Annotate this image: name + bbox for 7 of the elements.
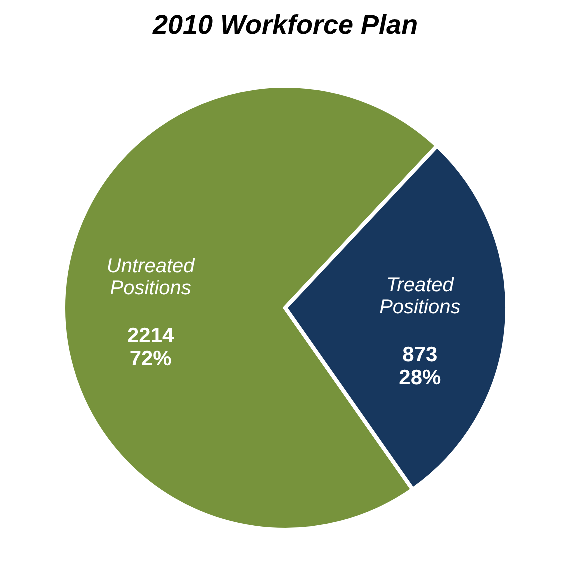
slice-label: Treated Positions: [380, 274, 461, 319]
data-label: 2214: [127, 324, 175, 348]
slice-label: Untreated Positions: [106, 255, 196, 300]
text: 28%: [399, 366, 442, 390]
chart-title: 2010 Workforce Plan: [152, 10, 418, 40]
data-label: 873: [402, 344, 438, 367]
text: 72%: [130, 347, 172, 370]
